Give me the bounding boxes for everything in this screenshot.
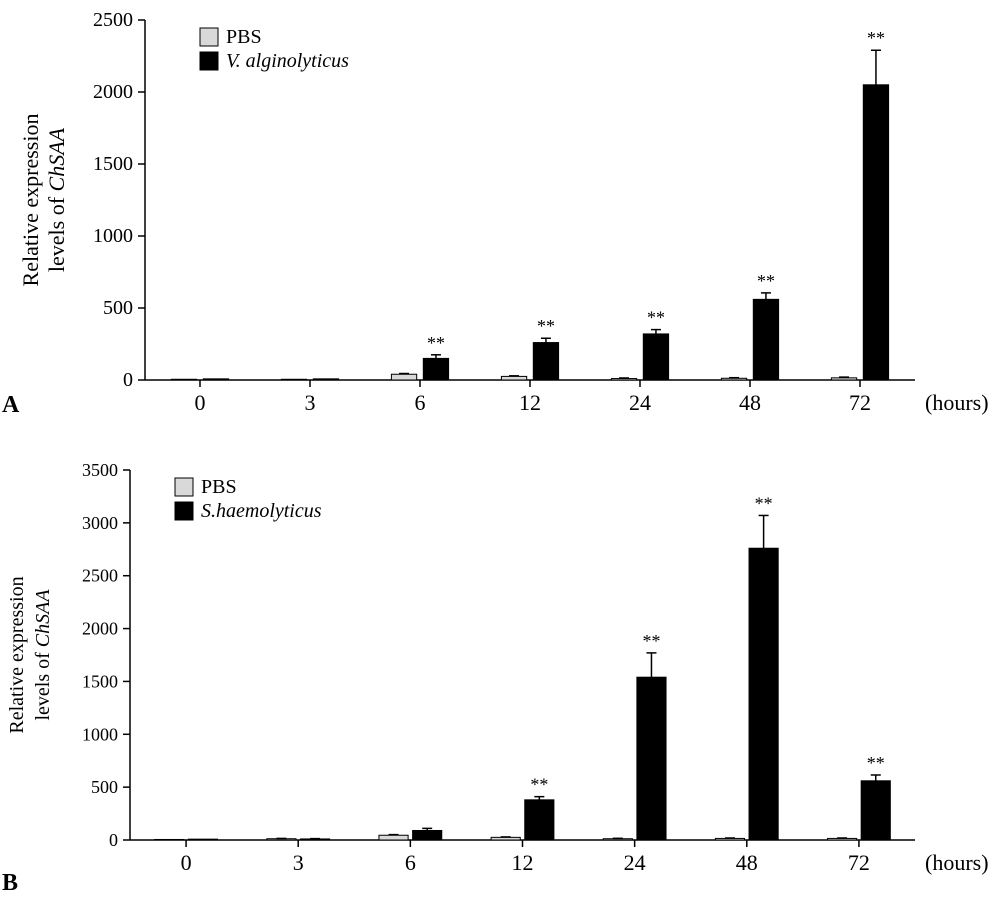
svg-text:3000: 3000 <box>82 513 118 533</box>
svg-text:1000: 1000 <box>93 225 133 247</box>
svg-text:1500: 1500 <box>93 153 133 175</box>
bar <box>423 358 448 380</box>
bar <box>203 379 228 380</box>
panel-b: B 0500100015002000250030003500Relative e… <box>0 460 1000 905</box>
bar <box>491 837 520 840</box>
bar <box>753 299 778 380</box>
svg-text:24: 24 <box>624 850 646 875</box>
significance-marker: ** <box>427 333 445 353</box>
x-axis-unit: (hours) <box>925 390 989 415</box>
svg-text:0: 0 <box>181 850 192 875</box>
bar <box>391 374 416 380</box>
bar <box>188 839 217 840</box>
legend-label: PBS <box>226 26 262 48</box>
significance-marker: ** <box>537 316 555 336</box>
svg-text:2500: 2500 <box>93 9 133 31</box>
bar <box>533 343 558 380</box>
svg-text:12: 12 <box>512 850 534 875</box>
svg-text:2000: 2000 <box>82 619 118 639</box>
svg-text:3500: 3500 <box>82 460 118 480</box>
svg-text:48: 48 <box>739 390 761 415</box>
bar <box>863 85 888 380</box>
bar <box>643 334 668 380</box>
bar <box>155 839 184 840</box>
bar <box>831 378 856 380</box>
svg-text:2000: 2000 <box>93 81 133 103</box>
svg-text:72: 72 <box>849 390 871 415</box>
svg-text:1500: 1500 <box>82 671 118 691</box>
svg-text:12: 12 <box>519 390 541 415</box>
significance-marker: ** <box>642 631 660 651</box>
svg-text:500: 500 <box>103 297 133 319</box>
svg-text:24: 24 <box>629 390 651 415</box>
significance-marker: ** <box>757 271 775 291</box>
svg-text:500: 500 <box>91 777 118 797</box>
legend-swatch <box>175 502 193 520</box>
legend-swatch <box>200 28 218 46</box>
svg-text:0: 0 <box>195 390 206 415</box>
panel-a: A 05001000150020002500Relative expressio… <box>0 0 1000 430</box>
legend-label: S.haemolyticus <box>201 500 322 522</box>
legend-swatch <box>175 478 193 496</box>
x-axis-unit: (hours) <box>925 850 989 875</box>
bar <box>749 548 778 840</box>
bar <box>861 781 890 840</box>
legend-label: PBS <box>201 476 237 498</box>
significance-marker: ** <box>647 308 665 328</box>
svg-text:6: 6 <box>415 390 426 415</box>
svg-text:0: 0 <box>109 830 118 850</box>
bar <box>379 835 408 840</box>
chart-a: 0 500 1000 1500 2000 2500 Relative expressionl… <box>0 0 1000 435</box>
svg-text:3: 3 <box>293 850 304 875</box>
bar <box>721 378 746 380</box>
bar <box>313 379 338 380</box>
svg-text:2500: 2500 <box>82 566 118 586</box>
svg-text:48: 48 <box>736 850 758 875</box>
svg-text:levels of ChSAA: levels of ChSAA <box>44 127 69 272</box>
bar <box>611 379 636 380</box>
significance-marker: ** <box>867 753 885 773</box>
svg-text:6: 6 <box>405 850 416 875</box>
svg-text:levels of ChSAA: levels of ChSAA <box>32 589 54 721</box>
svg-text:72: 72 <box>848 850 870 875</box>
bar <box>501 376 526 380</box>
significance-marker: ** <box>530 775 548 795</box>
legend-swatch <box>200 52 218 70</box>
chart-b: 0 500 1000 1500 2000 2500 3000 3500 Relative exp… <box>0 460 1000 910</box>
svg-text:1000: 1000 <box>82 724 118 744</box>
svg-text:0: 0 <box>123 369 133 391</box>
bar <box>637 677 666 840</box>
bar <box>525 800 554 840</box>
bar <box>281 379 306 380</box>
legend-label: V. alginolyticus <box>226 50 349 72</box>
svg-text:Relative expression: Relative expression <box>6 576 28 733</box>
bar <box>171 379 196 380</box>
significance-marker: ** <box>867 28 885 48</box>
bar <box>413 830 442 840</box>
svg-text:3: 3 <box>305 390 316 415</box>
svg-text:Relative expression: Relative expression <box>18 114 43 287</box>
significance-marker: ** <box>755 493 773 513</box>
